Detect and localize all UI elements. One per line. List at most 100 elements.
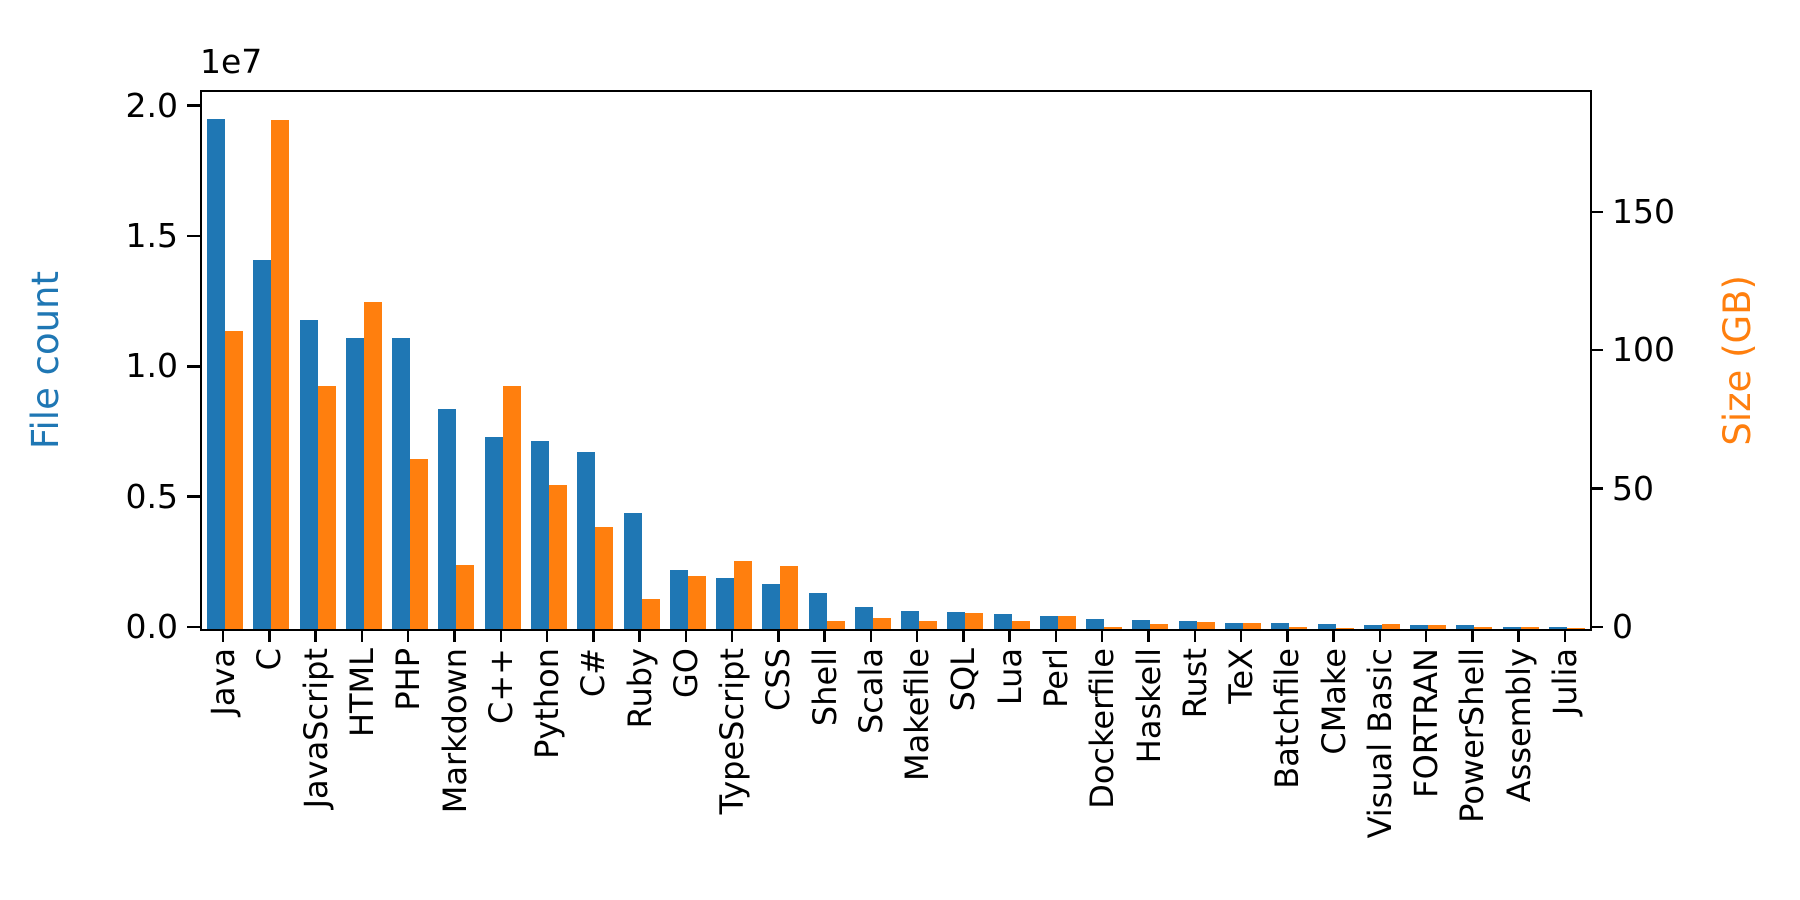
bar-size-gb (456, 565, 475, 629)
x-tick-mark (1471, 629, 1474, 642)
right-y-tick-mark (1590, 348, 1603, 352)
bar-file-count (1086, 619, 1105, 629)
bar-group-assembly (1497, 92, 1543, 629)
bar-size-gb (363, 302, 382, 629)
x-tick-label-text: Python (528, 648, 566, 759)
x-tick-label: Python (527, 648, 567, 759)
bar-group-markdown (433, 92, 479, 629)
bar-size-gb (502, 386, 521, 629)
bar-size-gb (410, 459, 429, 629)
bar-size-gb (919, 621, 938, 629)
bar-group-cmake (1312, 92, 1358, 629)
bar-size-gb (1335, 627, 1354, 629)
x-tick-mark (268, 629, 271, 642)
bar-file-count (762, 583, 781, 629)
left-y-tick-mark (187, 495, 200, 498)
right-y-tick-label: 0 (1612, 607, 1633, 646)
bar-group-java (202, 92, 248, 629)
x-tick-label-text: Visual Basic (1360, 648, 1399, 839)
bar-group-sql (942, 92, 988, 629)
bar-group-perl (1035, 92, 1081, 629)
x-tick-mark (1147, 629, 1150, 642)
x-tick-label-text: PHP (389, 648, 428, 711)
bar-size-gb (595, 527, 614, 629)
x-tick-mark (1239, 629, 1243, 642)
x-tick-mark (1008, 629, 1011, 642)
bar-group-tex (1220, 92, 1266, 629)
bar-file-count (577, 451, 596, 629)
bar-size-gb (1289, 627, 1308, 629)
x-tick-label: Shell (805, 648, 845, 726)
x-tick-mark (1054, 629, 1058, 642)
bar-size-gb (641, 598, 660, 629)
x-tick-label-text: TypeScript (713, 648, 752, 815)
x-tick-label: HTML (342, 648, 382, 737)
bar-group-batchfile (1266, 92, 1312, 629)
bar-group-javascript (295, 92, 341, 629)
x-tick-mark (1100, 629, 1104, 642)
left-y-tick-label: 0.5 (125, 476, 178, 516)
x-tick-label-text: Julia (1545, 648, 1584, 716)
bar-file-count (1548, 627, 1567, 629)
bar-size-gb (965, 613, 984, 629)
x-tick-label: Makefile (897, 648, 937, 781)
x-tick-label-text: PowerShell (1453, 648, 1492, 823)
x-tick-mark (360, 629, 364, 642)
bar-file-count (345, 337, 364, 629)
bar-size-gb (317, 386, 336, 629)
bar-file-count (947, 611, 966, 629)
left-y-tick-label: 0.0 (125, 607, 178, 646)
bar-size-gb (1381, 623, 1400, 629)
x-tick-label: CSS (758, 648, 798, 711)
bar-group-ruby (618, 92, 664, 629)
bar-size-gb (1104, 627, 1123, 629)
x-tick-mark (406, 629, 410, 642)
bar-file-count (207, 119, 226, 629)
x-tick-label-text: Dockerfile (1083, 648, 1122, 809)
bar-file-count (1039, 616, 1058, 629)
bar-group-powershell (1451, 92, 1497, 629)
bars-container (202, 92, 1590, 629)
bar-group-c (248, 92, 294, 629)
bar-size-gb (734, 560, 753, 629)
bar-group-haskell (1127, 92, 1173, 629)
x-tick-mark (1424, 629, 1428, 642)
x-tick-label-text: CSS (759, 648, 798, 711)
x-tick-mark (869, 629, 873, 642)
x-tick-mark (1286, 629, 1289, 642)
bar-file-count (1410, 625, 1429, 629)
bar-file-count (392, 337, 411, 629)
bar-group-c- (480, 92, 526, 629)
x-tick-mark (1193, 629, 1196, 642)
left-y-tick-label: 2.0 (125, 85, 178, 125)
bar-group-scala (850, 92, 896, 629)
bar-file-count (993, 613, 1012, 629)
bar-file-count (253, 260, 272, 629)
x-tick-label-text: C (250, 648, 289, 671)
x-tick-label-text: Java (204, 648, 243, 716)
bar-file-count (1317, 624, 1336, 629)
bar-file-count (299, 320, 318, 629)
bar-group-lua (989, 92, 1035, 629)
bar-file-count (438, 408, 457, 629)
bar-file-count (1502, 626, 1521, 629)
left-y-tick-mark (187, 365, 200, 368)
bar-size-gb (1057, 616, 1076, 629)
x-tick-mark (638, 629, 641, 642)
bar-size-gb (1196, 621, 1215, 629)
x-tick-label-text: SQL (944, 648, 983, 712)
bar-group-css (757, 92, 803, 629)
x-tick-label-text: Ruby (620, 648, 659, 729)
bar-group-python (526, 92, 572, 629)
bar-group-php (387, 92, 433, 629)
bar-file-count (1363, 624, 1382, 629)
x-tick-label-text: Lua (990, 648, 1029, 706)
left-y-tick-mark (187, 104, 200, 107)
bar-size-gb (826, 620, 845, 629)
x-tick-label-text: Batchfile (1268, 648, 1307, 789)
x-tick-label-text: FORTRAN (1407, 648, 1446, 798)
bar-file-count (854, 607, 873, 629)
bar-file-count (1178, 620, 1197, 629)
bar-file-count (1132, 620, 1151, 629)
bar-group-c- (572, 92, 618, 629)
